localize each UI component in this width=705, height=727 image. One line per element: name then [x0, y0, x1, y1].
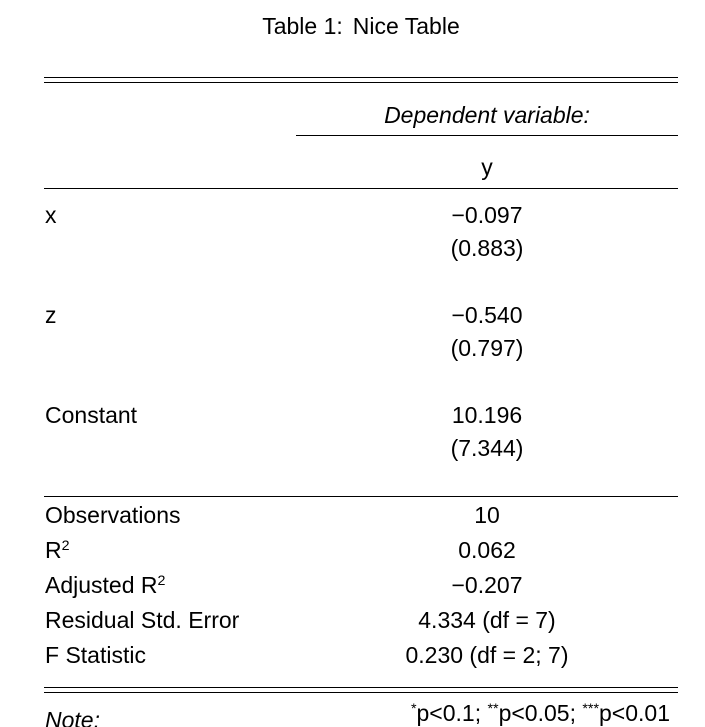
dependent-variable-label: Dependent variable: — [296, 83, 678, 136]
stat-label: Observations — [45, 502, 181, 528]
top-double-rule — [44, 77, 678, 83]
regression-table: Dependent variable: y x −0.097 (0.883) z… — [44, 77, 678, 727]
stat-row-adjusted-r2: Adjusted R2 −0.207 — [44, 567, 678, 602]
top-double-rule-row — [44, 77, 678, 83]
stat-row-observations: Observations 10 — [44, 497, 678, 533]
stat-label: F Statistic — [45, 642, 146, 668]
coefficient-std-error: (7.344) — [450, 435, 524, 461]
coefficient-row-z: z −0.540 — [44, 289, 678, 329]
table-caption-text: Nice Table — [352, 13, 460, 39]
stat-value: 4.334 (df = 7) — [418, 607, 556, 633]
stat-label-superscript: 2 — [157, 573, 166, 590]
empty-cell — [44, 83, 296, 136]
bottom-double-rule-row — [44, 687, 678, 693]
coefficient-label: z — [45, 302, 57, 328]
note-label: Note: — [45, 707, 100, 727]
stat-label: R2 — [45, 537, 70, 563]
mid-rule — [44, 462, 678, 497]
stat-row-r2: R2 0.062 — [44, 532, 678, 567]
empty-cell — [44, 229, 296, 262]
stat-value: 10 — [474, 502, 500, 528]
coefficient-row-constant: Constant 10.196 — [44, 389, 678, 429]
coefficient-label: x — [45, 202, 57, 228]
std-error-row-z: (0.797) — [44, 329, 678, 362]
stat-value: 0.062 — [458, 537, 516, 563]
bottom-double-rule — [44, 687, 678, 693]
coefficient-estimate: −0.097 — [451, 202, 523, 228]
note-row: Note: *p<0.1; **p<0.05; ***p<0.01 — [44, 693, 678, 727]
note-text: *p<0.1; **p<0.05; ***p<0.01 — [296, 693, 678, 727]
coefficient-estimate: −0.540 — [451, 302, 523, 328]
stat-value: −0.207 — [451, 572, 523, 598]
significance-stars: *** — [582, 701, 599, 718]
dependent-variable-header-row: Dependent variable: — [44, 83, 678, 136]
empty-cell — [44, 329, 296, 362]
coefficient-std-error: (0.883) — [450, 235, 524, 261]
stat-value: 0.230 (df = 2; 7) — [405, 642, 569, 668]
significance-stars: ** — [487, 701, 499, 718]
table-caption-label: Table 1: — [262, 13, 343, 39]
stat-label: Residual Std. Error — [45, 607, 240, 633]
dependent-variable-name: y — [296, 135, 678, 189]
stat-label-superscript: 2 — [61, 538, 70, 555]
stat-row-residual-std-error: Residual Std. Error 4.334 (df = 7) — [44, 602, 678, 637]
table-caption: Table 1: Nice Table — [44, 0, 678, 40]
coefficient-row-x: x −0.097 — [44, 189, 678, 230]
spacer-row — [44, 362, 678, 389]
mid-rule-row — [44, 462, 678, 497]
significance-stars: * — [410, 701, 417, 718]
stat-label: Adjusted R2 — [45, 572, 166, 598]
spacer-row — [44, 262, 678, 289]
coefficient-estimate: 10.196 — [451, 402, 523, 428]
spacer-row — [44, 672, 678, 687]
empty-cell — [44, 135, 296, 189]
significance-text: p<0.1; — [416, 700, 488, 726]
std-error-row-constant: (7.344) — [44, 429, 678, 462]
stat-row-f-statistic: F Statistic 0.230 (df = 2; 7) — [44, 637, 678, 672]
dependent-variable-name-row: y — [44, 135, 678, 189]
significance-text: p<0.01 — [599, 700, 670, 726]
coefficient-std-error: (0.797) — [450, 335, 524, 361]
coefficient-label: Constant — [45, 402, 138, 428]
empty-cell — [44, 429, 296, 462]
significance-text: p<0.05; — [498, 700, 583, 726]
std-error-row-x: (0.883) — [44, 229, 678, 262]
